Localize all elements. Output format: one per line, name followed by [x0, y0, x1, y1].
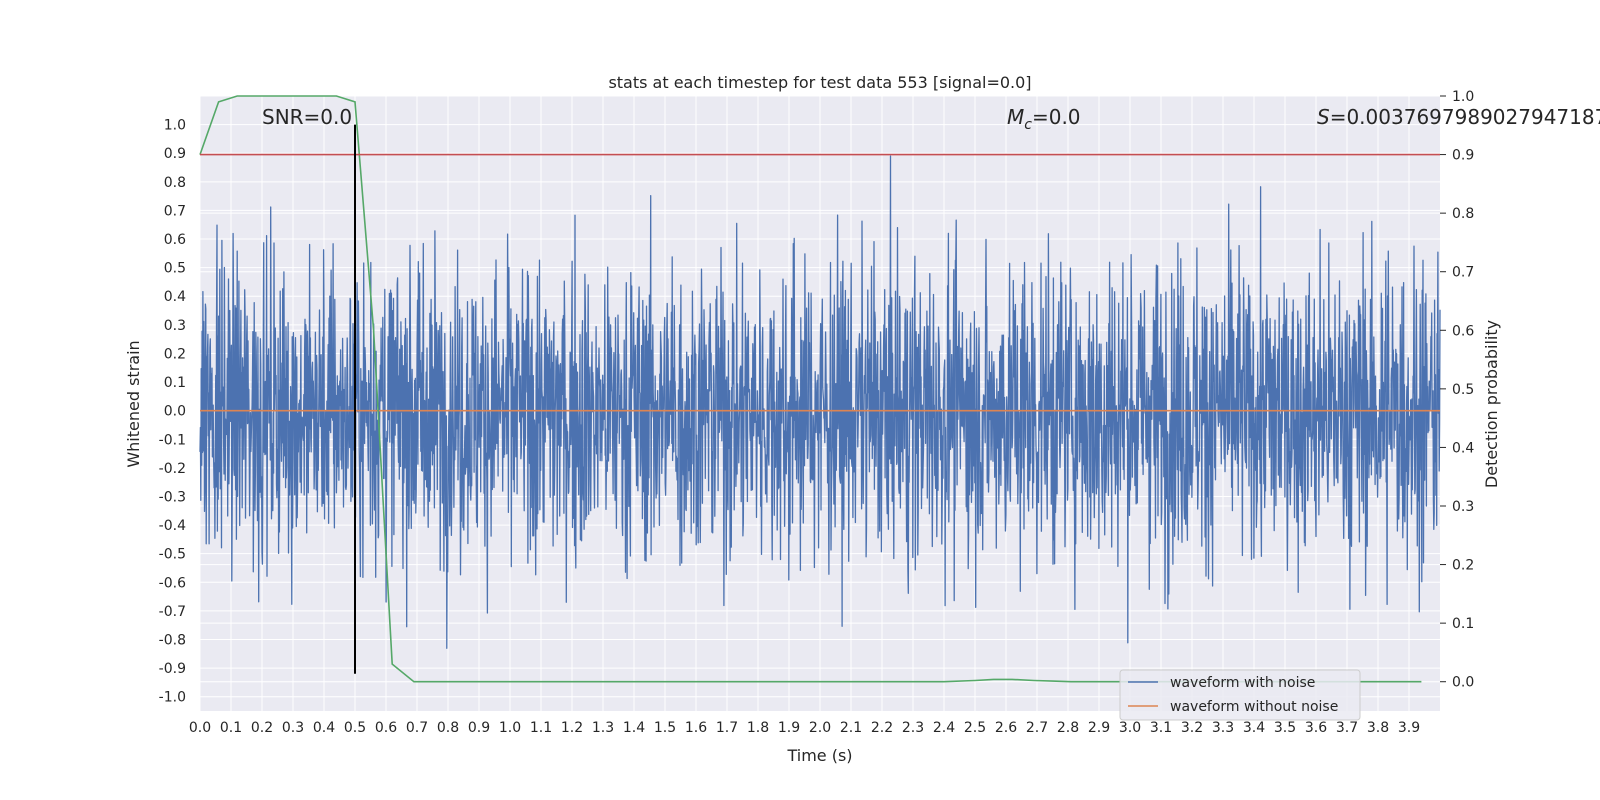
x-tick-label: 0.3 — [282, 720, 304, 736]
x-tick-label: 0.4 — [313, 720, 335, 736]
y2-tick-label: 1.0 — [1452, 89, 1474, 105]
x-tick-label: 1.1 — [530, 720, 552, 736]
y2-tick-label: 0.7 — [1452, 265, 1474, 281]
x-tick-label: 1.7 — [716, 720, 738, 736]
y2-tick-label: 0.8 — [1452, 206, 1474, 222]
y-tick-label: 0.0 — [164, 404, 186, 420]
y-tick-label: -0.5 — [159, 547, 186, 563]
y-axis-label: Whitened strain — [124, 340, 143, 467]
x-tick-label: 2.4 — [933, 720, 955, 736]
y-tick-label: 0.2 — [164, 346, 186, 362]
chirp-mass-value: =0.0 — [1032, 105, 1081, 129]
s-annotation: S=0.0037697989027947187 — [1317, 105, 1600, 129]
y2-tick-label: 0.4 — [1452, 440, 1474, 456]
x-tick-label: 0.8 — [437, 720, 459, 736]
y-tick-label: -0.6 — [159, 575, 186, 591]
x-tick-label: 0.5 — [344, 720, 366, 736]
x-tick-label: 0.1 — [220, 720, 242, 736]
x-axis-label: Time (s) — [786, 746, 852, 765]
y-tick-label: -0.9 — [159, 661, 186, 677]
y-tick-label: -0.8 — [159, 632, 186, 648]
x-tick-label: 1.9 — [778, 720, 800, 736]
x-tick-label: 3.5 — [1274, 720, 1296, 736]
y-tick-label: 0.7 — [164, 203, 186, 219]
y-tick-label: -1.0 — [159, 690, 186, 706]
series-layer — [199, 95, 1441, 683]
x-tick-label: 0.7 — [406, 720, 428, 736]
chirp-mass-annotation: Mc=0.0 — [1007, 105, 1081, 133]
x-tick-label: 3.7 — [1336, 720, 1358, 736]
snr-annotation: SNR=0.0 — [262, 105, 352, 129]
y-tick-label: -0.7 — [159, 604, 186, 620]
chirp-mass-subscript: c — [1024, 117, 1032, 133]
y2-axis-label: Detection probability — [1482, 320, 1501, 488]
x-tick-label: 3.8 — [1367, 720, 1389, 736]
x-tick-label: 0.2 — [251, 720, 273, 736]
x-tick-label: 0.9 — [468, 720, 490, 736]
x-tick-label: 2.0 — [809, 720, 831, 736]
x-tick-label: 2.9 — [1088, 720, 1110, 736]
x-tick-label: 3.4 — [1243, 720, 1265, 736]
x-tick-label: 3.6 — [1305, 720, 1327, 736]
y-tick-label: 0.5 — [164, 261, 186, 277]
x-tick-label: 2.2 — [871, 720, 893, 736]
x-tick-label: 1.4 — [623, 720, 645, 736]
x-tick-label: 3.0 — [1119, 720, 1141, 736]
y2-tick-label: 0.2 — [1452, 558, 1474, 574]
x-tick-label: 3.1 — [1150, 720, 1172, 736]
y-tick-label: 0.3 — [164, 318, 186, 334]
chart-title: stats at each timestep for test data 553… — [608, 73, 1031, 92]
y-tick-label: -0.4 — [159, 518, 186, 534]
chirp-mass-symbol: M — [1007, 105, 1024, 129]
x-tick-label: 1.6 — [685, 720, 707, 736]
x-tick-label: 1.8 — [747, 720, 769, 736]
legend-label-waveform-without-noise: waveform without noise — [1170, 699, 1338, 715]
x-tick-label: 1.5 — [654, 720, 676, 736]
x-tick-label: 1.3 — [592, 720, 614, 736]
x-tick-label: 2.5 — [964, 720, 986, 736]
x-tick-label: 2.3 — [902, 720, 924, 736]
x-tick-label: 2.6 — [995, 720, 1017, 736]
series-detection-probability — [199, 95, 1422, 683]
y-axis-right: 0.0 0.1 0.2 0.3 0.4 0.5 0.6 0.7 0.8 0.9 1.0 — [1440, 89, 1474, 691]
legend-label-waveform-with-noise: waveform with noise — [1170, 675, 1315, 691]
y-tick-label: 0.8 — [164, 175, 186, 191]
y2-tick-label: 0.5 — [1452, 382, 1474, 398]
y2-tick-label: 0.0 — [1452, 675, 1474, 691]
y-tick-label: 0.4 — [164, 289, 186, 305]
y-tick-label: -0.2 — [159, 461, 186, 477]
y-tick-label: -0.1 — [159, 432, 186, 448]
x-tick-label: 3.2 — [1181, 720, 1203, 736]
x-tick-label: 0.6 — [375, 720, 397, 736]
x-tick-label: 0.0 — [189, 720, 211, 736]
y2-tick-label: 0.1 — [1452, 616, 1474, 632]
s-symbol: S — [1317, 105, 1330, 129]
x-tick-label: 2.7 — [1026, 720, 1048, 736]
x-tick-label: 1.0 — [499, 720, 521, 736]
y2-tick-label: 0.9 — [1452, 148, 1474, 164]
x-tick-label: 2.1 — [840, 720, 862, 736]
y-tick-label: 0.6 — [164, 232, 186, 248]
y2-tick-label: 0.3 — [1452, 499, 1474, 515]
x-tick-label: 3.9 — [1398, 720, 1420, 736]
legend-box — [1119, 669, 1361, 721]
x-axis: 0.0 0.1 0.2 0.3 0.4 0.5 0.6 0.7 0.8 0.9 1.0 1.1 1.2 1… — [189, 720, 1420, 736]
y-tick-label: 0.9 — [164, 146, 186, 162]
x-tick-label: 1.2 — [561, 720, 583, 736]
s-value: =0.0037697989027947187 — [1330, 105, 1600, 129]
y2-tick-label: 0.6 — [1452, 323, 1474, 339]
y-tick-label: 1.0 — [164, 118, 186, 134]
legend: waveform with noise waveform without noi… — [1119, 669, 1361, 721]
y-axis-left: -1.0 -0.9 -0.8 -0.7 -0.6 -0.5 -0.4 -0.3 -0.2 -0.1… — [159, 118, 186, 706]
x-tick-label: 2.8 — [1057, 720, 1079, 736]
series-waveform-with-noise — [199, 155, 1441, 649]
y-tick-label: 0.1 — [164, 375, 186, 391]
y-tick-label: -0.3 — [159, 489, 186, 505]
x-tick-label: 3.3 — [1212, 720, 1234, 736]
